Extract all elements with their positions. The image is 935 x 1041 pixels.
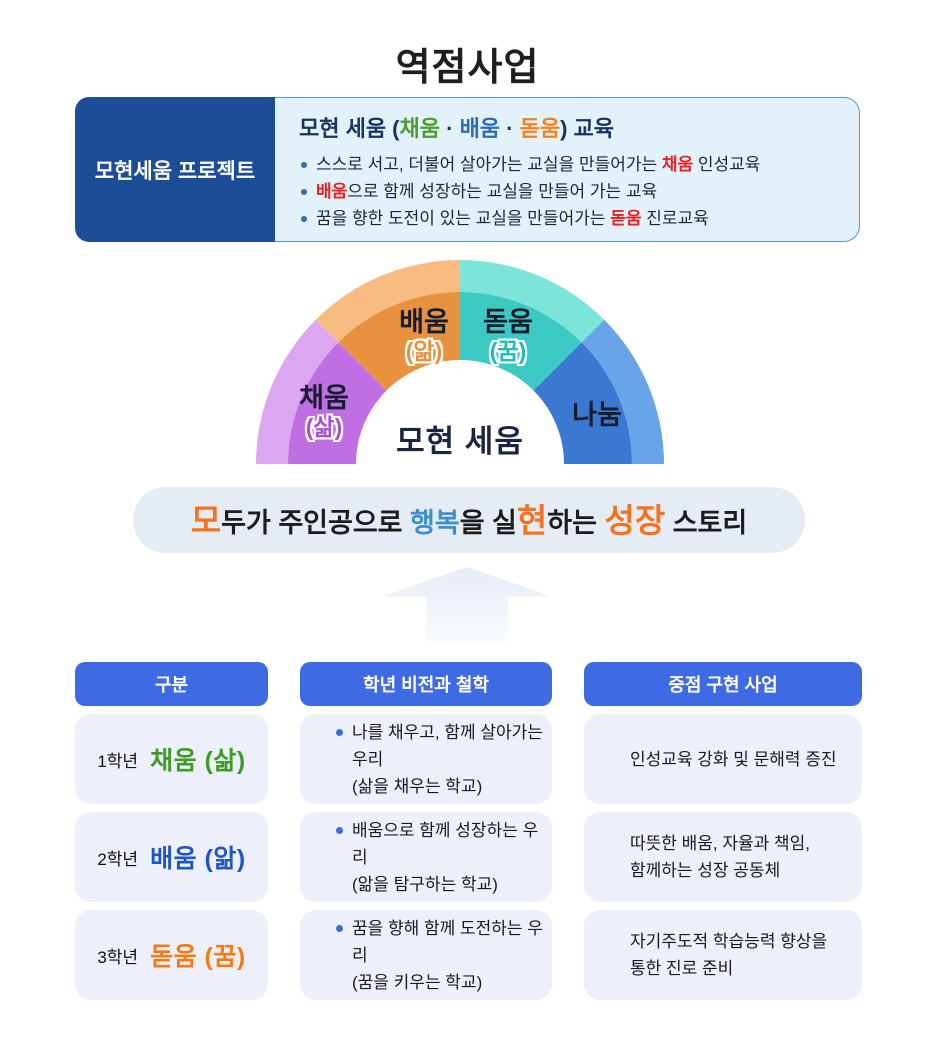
vision-cell: 나를 채우고, 함께 살아가는 우리 (삶을 채우는 학교) — [300, 714, 552, 804]
arch-segment-chaeum-outer — [256, 319, 339, 464]
arch-svg — [256, 260, 664, 464]
arch-segment-nanum-outer — [581, 319, 664, 464]
heading-keyword-baeum: 배움 — [459, 116, 501, 141]
arch-center-label: 모현 세움 — [396, 424, 524, 459]
segment-sub: (앎) — [405, 338, 443, 365]
arch-segment-dodum — [460, 292, 582, 391]
table-row: 3학년 돋움 (꿈) 꿈을 향해 함께 도전하는 우리 (꿈을 키우는 학교) … — [75, 910, 862, 1000]
heading-keyword-dodum: 돋움 — [519, 116, 561, 141]
project-bullet: 스스로 서고, 더불어 살아가는 교실을 만들어가는 채움 인성교육 — [299, 151, 839, 178]
project-header-box: 모현세움 프로젝트 모현 세움 (채움 · 배움 · 돋움) 교육 스스로 서고… — [75, 97, 860, 242]
segment-name: 배움 — [399, 307, 449, 337]
grade-keyword: 배움 (앎) — [150, 845, 246, 873]
slogan-banner: 모두가 주인공으로 행복을 실현하는 성장 스토리 — [133, 487, 805, 553]
table-header-gubun: 구분 — [75, 662, 268, 706]
segment-sub: (삶) — [305, 414, 343, 441]
bullet-keyword: 돋움 — [610, 209, 642, 228]
vision-cell: 꿈을 향해 함께 도전하는 우리 (꿈을 키우는 학교) — [300, 910, 552, 1000]
heading-part: · — [440, 116, 460, 141]
slogan-part: 두가 주인공으로 — [221, 507, 411, 538]
slogan-part: 을 실 — [459, 507, 517, 538]
heading-part: · — [500, 116, 520, 141]
grade-keyword: 채움 (삶) — [150, 747, 246, 775]
project-cell: 인성교육 강화 및 문해력 증진 — [584, 714, 862, 804]
bullet-text: 으로 함께 성장하는 교실을 만들어 가는 교육 — [347, 182, 658, 201]
slogan-accent: 현 — [516, 501, 548, 539]
bullet-text: 인성교육 — [693, 155, 761, 174]
project-bullet: 배움으로 함께 성장하는 교실을 만들어 가는 교육 — [299, 178, 839, 205]
vision-sub: (삶을 채우는 학교) — [352, 776, 483, 796]
bullet-keyword: 채움 — [661, 155, 694, 174]
bullet-text: 스스로 서고, 더불어 살아가는 교실을 만들어가는 — [316, 155, 662, 174]
arch-segment-nanum — [533, 342, 632, 464]
project-cell: 자기주도적 학습능력 향상을 통한 진로 준비 — [584, 910, 862, 1000]
grade-label: 2학년 — [97, 849, 139, 869]
project-line: 자기주도적 학습능력 향상을 — [630, 932, 828, 951]
grade-cell: 2학년 배움 (앎) — [75, 812, 268, 902]
vision-sub: (앎을 탐구하는 학교) — [352, 874, 498, 894]
project-line: 따뜻한 배움, 자율과 책임, — [630, 834, 811, 853]
heading-part: ) 교육 — [560, 116, 615, 141]
table-row: 1학년 채움 (삶) 나를 채우고, 함께 살아가는 우리 (삶을 채우는 학교… — [75, 714, 862, 804]
arch-segment-baeum-outer — [315, 260, 460, 343]
arch-label-chaeum: 채움 (삶) — [274, 383, 374, 441]
project-line: 통한 진로 준비 — [630, 959, 734, 978]
vision-main: 나를 채우고, 함께 살아가는 우리 — [336, 719, 552, 773]
slogan-accent: 행복 — [410, 507, 460, 538]
bullet-text: 진로교육 — [641, 209, 709, 228]
segment-sub: (꿈) — [489, 338, 527, 365]
vision-cell: 배움으로 함께 성장하는 우리 (앎을 탐구하는 학교) — [300, 812, 552, 902]
grade-cell: 3학년 돋움 (꿈) — [75, 910, 268, 1000]
grade-table: 구분 학년 비전과 철학 중점 구현 사업 1학년 채움 (삶) 나를 채우고,… — [75, 662, 862, 1000]
table-header-project: 중점 구현 사업 — [584, 662, 862, 706]
heading-part: 모현 세움 ( — [299, 116, 400, 141]
arch-diagram: 채움 (삶) 배움 (앎) 돋움 (꿈) 나눔 모현 세움 — [254, 258, 666, 467]
bullet-keyword: 배움 — [316, 182, 348, 201]
arch-segment-baeum — [338, 292, 460, 391]
project-heading: 모현 세움 (채움 · 배움 · 돋움) 교육 — [299, 111, 839, 143]
grade-keyword: 돋움 (꿈) — [150, 943, 246, 971]
slogan-accent: 성장 — [604, 501, 666, 539]
project-description-panel: 모현 세움 (채움 · 배움 · 돋움) 교육 스스로 서고, 더불어 살아가는… — [275, 97, 860, 242]
grade-label: 1학년 — [97, 751, 139, 771]
project-bullet-list: 스스로 서고, 더불어 살아가는 교실을 만들어가는 채움 인성교육 배움으로 … — [299, 151, 839, 232]
segment-name: 나눔 — [572, 400, 622, 430]
table-header-row: 구분 학년 비전과 철학 중점 구현 사업 — [75, 662, 862, 706]
segment-name: 돋움 — [483, 307, 533, 337]
slogan-accent: 모 — [190, 501, 222, 539]
table-row: 2학년 배움 (앎) 배움으로 함께 성장하는 우리 (앎을 탐구하는 학교) … — [75, 812, 862, 902]
project-name-label: 모현세움 프로젝트 — [94, 159, 256, 183]
project-name-panel: 모현세움 프로젝트 — [75, 97, 275, 242]
segment-name: 채움 — [299, 383, 349, 413]
vision-sub: (꿈을 키우는 학교) — [352, 972, 483, 992]
page-title: 역점사업 — [395, 47, 540, 89]
heading-keyword-chaeum: 채움 — [399, 116, 440, 141]
project-line: 함께하는 성장 공동체 — [630, 861, 781, 880]
table-header-vision: 학년 비전과 철학 — [300, 662, 552, 706]
vision-main: 배움으로 함께 성장하는 우리 — [336, 817, 552, 871]
vision-main: 꿈을 향해 함께 도전하는 우리 — [336, 915, 552, 969]
arch-label-baeum: 배움 (앎) — [374, 307, 474, 365]
slogan-text: 모두가 주인공으로 행복을 실현하는 성장 스토리 — [191, 504, 747, 537]
arch-label-nanum: 나눔 — [547, 400, 647, 430]
grade-label: 3학년 — [97, 947, 139, 967]
arch-segment-chaeum — [288, 342, 387, 464]
arch-label-dodum: 돋움 (꿈) — [458, 307, 558, 365]
up-arrow-icon — [382, 567, 552, 645]
grade-cell: 1학년 채움 (삶) — [75, 714, 268, 804]
project-bullet: 꿈을 향한 도전이 있는 교실을 만들어가는 돋움 진로교육 — [299, 205, 839, 232]
slogan-part: 스토리 — [665, 507, 748, 538]
project-cell: 따뜻한 배움, 자율과 책임, 함께하는 성장 공동체 — [584, 812, 862, 902]
slogan-part: 하는 — [547, 507, 605, 538]
project-line: 인성교육 강화 및 문해력 증진 — [630, 749, 837, 769]
bullet-text: 꿈을 향한 도전이 있는 교실을 만들어가는 — [316, 209, 611, 228]
arch-segment-dodum-outer — [460, 260, 605, 343]
